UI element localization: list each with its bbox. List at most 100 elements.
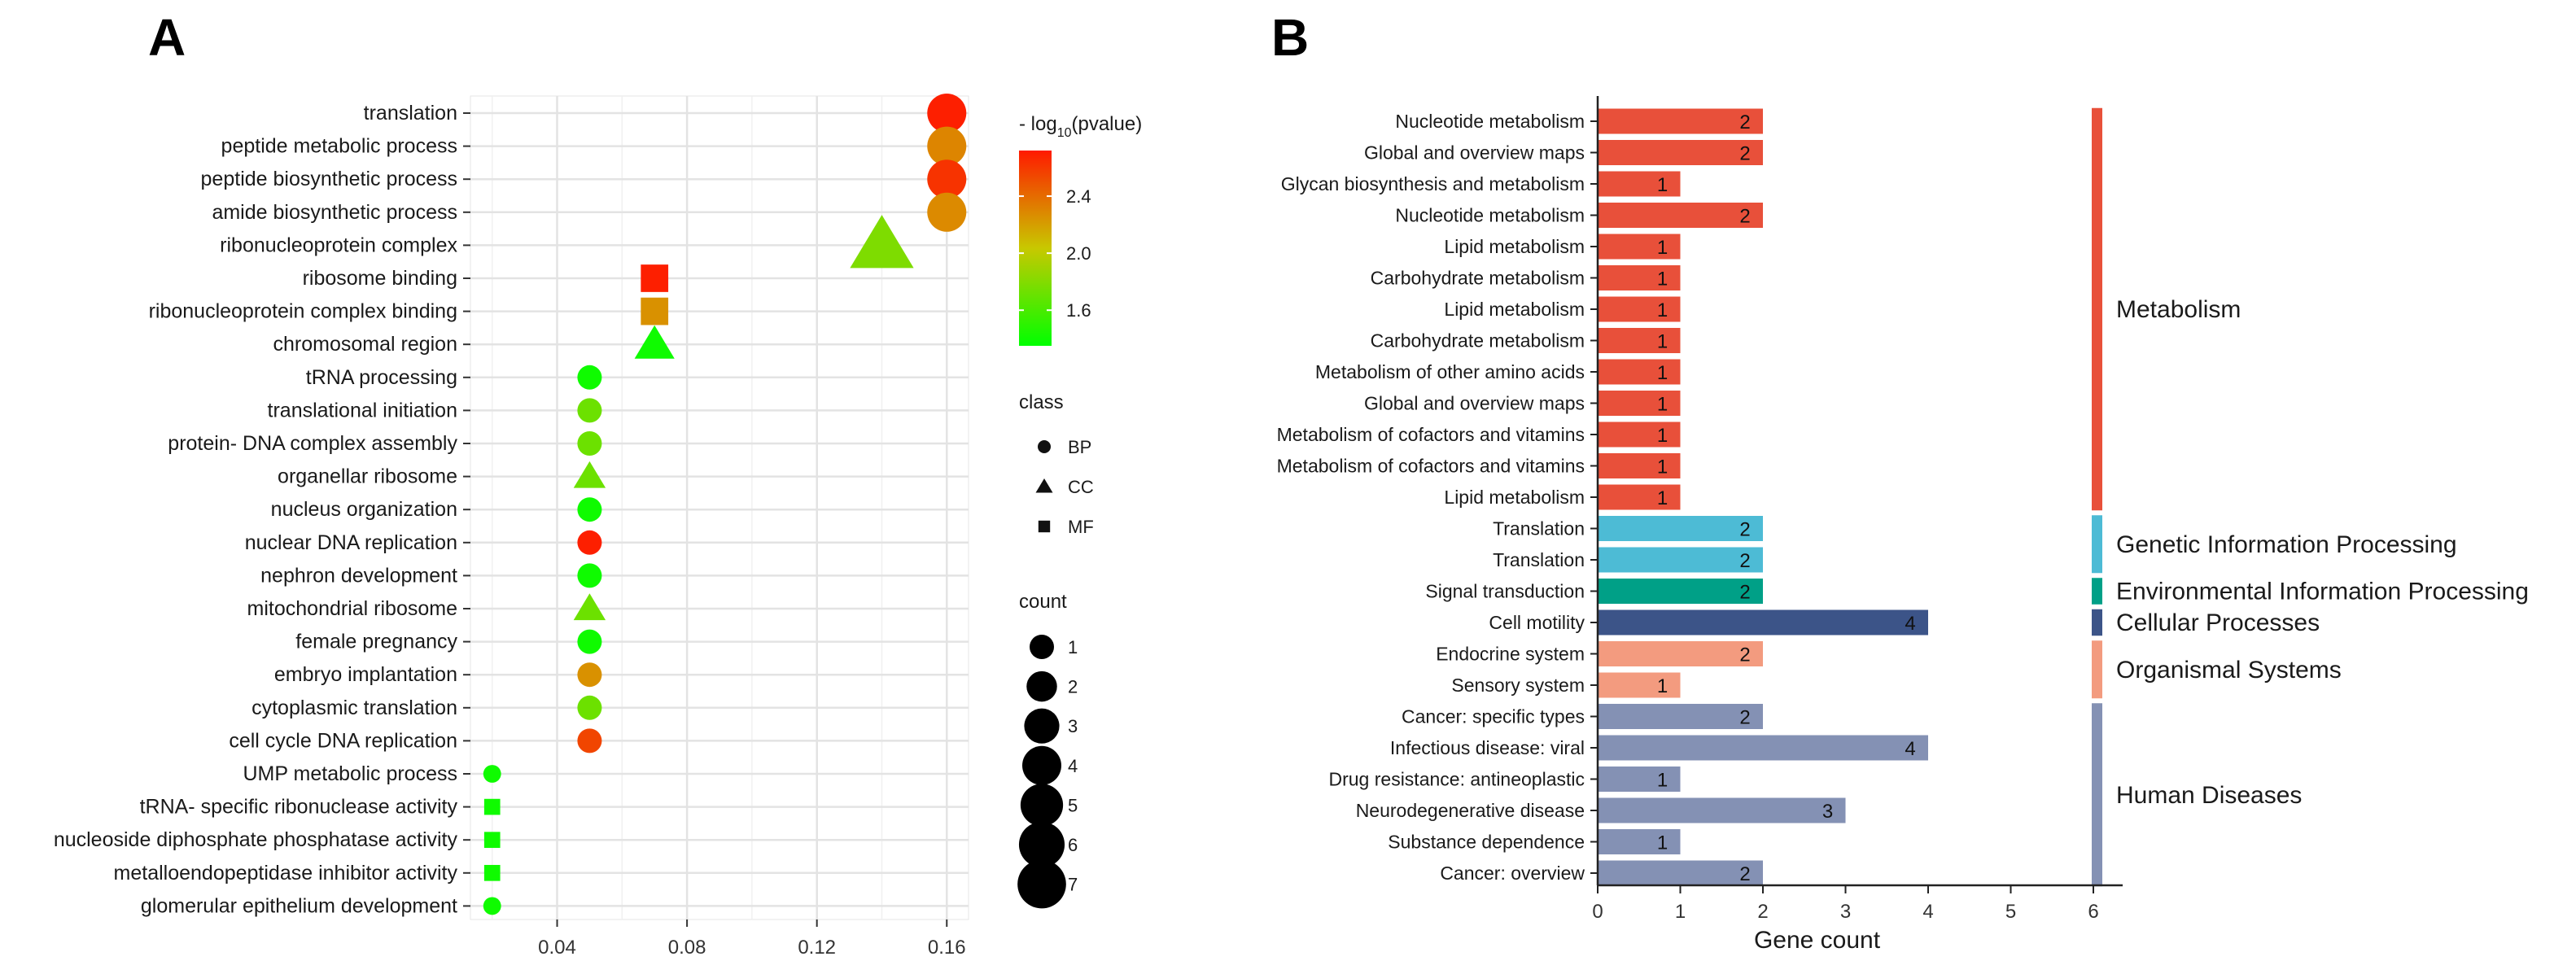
go-term-point bbox=[577, 530, 602, 555]
pathway-label: Metabolism of cofactors and vitamins bbox=[1277, 424, 1585, 445]
bar-value-label: 1 bbox=[1657, 174, 1668, 196]
x-axis-title: Gene count bbox=[1754, 927, 1881, 954]
go-term-point bbox=[577, 629, 602, 654]
pathway-label: Metabolism of other amino acids bbox=[1315, 361, 1585, 382]
term-label: tRNA processing bbox=[306, 366, 457, 389]
term-label: tRNA- specific ribonuclease activity bbox=[140, 796, 458, 819]
x-tick-label: 3 bbox=[1840, 901, 1851, 923]
bar-value-label: 1 bbox=[1657, 269, 1668, 290]
term-label: ribonucleoprotein complex binding bbox=[149, 300, 457, 323]
count-legend-key bbox=[1024, 708, 1060, 744]
count-legend-key bbox=[1017, 859, 1066, 909]
count-legend-key bbox=[1020, 784, 1064, 827]
go-term-point bbox=[483, 832, 501, 849]
term-label: nephron development bbox=[260, 564, 457, 587]
group-label: Human Diseases bbox=[2116, 782, 2302, 809]
kegg-bar bbox=[1598, 140, 1763, 165]
count-legend-key bbox=[1022, 745, 1061, 785]
go-term-point bbox=[577, 728, 602, 753]
group-strip bbox=[2092, 107, 2102, 511]
class-legend-label: MF bbox=[1068, 517, 1094, 537]
kegg-bar bbox=[1598, 672, 1681, 698]
count-legend-label: 7 bbox=[1068, 875, 1078, 895]
x-tick-label: 5 bbox=[2005, 901, 2016, 923]
count-legend-key bbox=[1026, 670, 1057, 702]
kegg-bar bbox=[1598, 453, 1681, 478]
pathway-label: Carbohydrate metabolism bbox=[1371, 330, 1585, 352]
x-tick-label: 0.16 bbox=[928, 937, 966, 959]
class-legend-label: BP bbox=[1068, 437, 1091, 457]
count-legend-label: 6 bbox=[1068, 835, 1078, 855]
bar-value-label: 1 bbox=[1657, 362, 1668, 384]
pathway-label: Cancer: specific types bbox=[1402, 706, 1585, 727]
kegg-bar bbox=[1598, 421, 1681, 448]
bar-value-label: 2 bbox=[1739, 550, 1750, 572]
go-term-point bbox=[927, 159, 967, 199]
kegg-bar bbox=[1598, 609, 1928, 636]
go-term-point bbox=[927, 126, 967, 166]
kegg-bar bbox=[1598, 391, 1681, 416]
colorbar-tick-label: 1.6 bbox=[1066, 300, 1091, 321]
count-legend-label: 2 bbox=[1068, 677, 1078, 697]
term-label: ribosome binding bbox=[303, 267, 457, 290]
go-term-point bbox=[483, 897, 501, 915]
pathway-label: Drug resistance: antineoplastic bbox=[1329, 769, 1585, 790]
pathway-label: Cell motility bbox=[1489, 612, 1585, 633]
bar-value-label: 2 bbox=[1739, 863, 1750, 885]
pathway-label: Lipid metabolism bbox=[1444, 299, 1585, 320]
bar-value-label: 1 bbox=[1657, 487, 1668, 509]
pathway-label: Translation bbox=[1493, 518, 1585, 539]
colorbar-tick-label: 2.0 bbox=[1066, 243, 1091, 264]
colorbar-tick-label: 2.4 bbox=[1066, 186, 1091, 207]
bar-value-label: 1 bbox=[1657, 770, 1668, 792]
class-legend-key bbox=[1035, 478, 1053, 493]
term-label: cell cycle DNA replication bbox=[229, 729, 457, 752]
class-legend-key bbox=[1038, 520, 1051, 533]
kegg-bar bbox=[1598, 704, 1763, 729]
go-term-point bbox=[577, 398, 602, 423]
bar-value-label: 1 bbox=[1657, 675, 1668, 697]
term-label: organellar ribosome bbox=[278, 465, 457, 488]
pathway-label: Cancer: overview bbox=[1440, 863, 1585, 884]
pathway-label: Endocrine system bbox=[1436, 644, 1585, 665]
go-term-point bbox=[634, 325, 675, 359]
pathway-label: Lipid metabolism bbox=[1444, 236, 1585, 257]
kegg-bar bbox=[1598, 328, 1681, 353]
go-term-point bbox=[577, 695, 602, 720]
pathway-label: Translation bbox=[1493, 549, 1585, 570]
term-label: translational initiation bbox=[268, 399, 457, 421]
term-label: cytoplasmic translation bbox=[251, 697, 457, 719]
group-strip bbox=[2092, 609, 2102, 636]
pathway-label: Nucleotide metabolism bbox=[1395, 205, 1585, 226]
kegg-bar bbox=[1598, 296, 1681, 322]
go-term-point bbox=[577, 497, 602, 522]
x-tick-label: 2 bbox=[1757, 901, 1768, 923]
kegg-bar bbox=[1598, 735, 1928, 761]
term-label: nucleus organization bbox=[271, 498, 457, 521]
count-legend-label: 5 bbox=[1068, 795, 1078, 815]
colorbar-title-subscript: 10 bbox=[1057, 126, 1072, 140]
pathway-label: Sensory system bbox=[1451, 675, 1585, 696]
colorbar-title: - log10(pvalue) bbox=[1019, 113, 1142, 140]
class-legend: class BP CC MF bbox=[1019, 391, 1094, 537]
go-term-point bbox=[577, 365, 602, 390]
bar-value-label: 1 bbox=[1657, 299, 1668, 321]
go-term-point bbox=[641, 264, 669, 292]
bar-value-label: 1 bbox=[1657, 237, 1668, 259]
x-tick-label: 0.08 bbox=[668, 937, 706, 959]
x-tick-label: 6 bbox=[2088, 901, 2098, 923]
kegg-bar bbox=[1598, 829, 1681, 854]
class-legend-title: class bbox=[1019, 391, 1064, 413]
kegg-bar bbox=[1598, 108, 1763, 134]
go-term-point bbox=[927, 192, 967, 232]
pathway-label: Metabolism of cofactors and vitamins bbox=[1277, 456, 1585, 477]
group-strip bbox=[2092, 515, 2102, 574]
group-strip bbox=[2092, 703, 2102, 887]
kegg-bar bbox=[1598, 579, 1763, 604]
count-legend-label: 3 bbox=[1068, 716, 1078, 736]
go-term-point bbox=[483, 765, 501, 783]
kegg-bar-chart: 2 Nucleotide metabolism 2 Global and overvi… bbox=[1277, 96, 2529, 954]
go-term-point bbox=[850, 215, 914, 269]
term-label: nuclear DNA replication bbox=[245, 531, 457, 554]
pathway-label: Infectious disease: viral bbox=[1390, 737, 1585, 758]
